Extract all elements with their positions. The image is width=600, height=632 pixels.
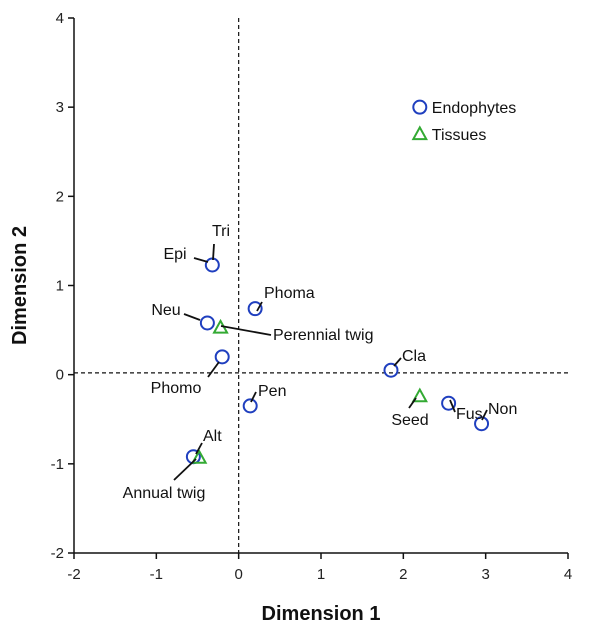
- point-pen-leader-line: [250, 391, 257, 403]
- data-points: [185, 257, 490, 465]
- point-alt-label: Alt: [203, 428, 222, 445]
- point-tri-marker: [204, 257, 220, 273]
- x-tick-label: 0: [234, 566, 242, 583]
- x-tick-label: 1: [317, 566, 325, 583]
- point-phoma-leader-line: [256, 301, 263, 312]
- legend-endophytes-marker: [412, 99, 428, 115]
- x-tick-label: 4: [564, 566, 572, 583]
- x-tick-label: -1: [150, 566, 163, 583]
- point-pen-label: Pen: [258, 383, 286, 400]
- y-tick-label: 4: [56, 10, 64, 27]
- point-epi-leader-line: [193, 257, 209, 263]
- y-tick-label: 1: [56, 278, 64, 295]
- point-perennial-twig-leader-line: [220, 325, 272, 336]
- x-axis-title: Dimension 1: [262, 603, 381, 625]
- point-seed-leader-line: [408, 397, 417, 409]
- point-seed-marker: [411, 387, 428, 403]
- point-perennial-twig-label: Perennial twig: [273, 327, 374, 344]
- point-phoma-marker: [247, 301, 263, 317]
- point-neu-label: Neu: [151, 302, 180, 319]
- point-neu-leader-line: [183, 313, 201, 321]
- point-phomo-marker: [214, 349, 230, 365]
- y-tick-label: 0: [56, 367, 64, 384]
- point-non-label: Non: [488, 401, 517, 418]
- point-cla-label: Cla: [402, 348, 426, 365]
- x-tick-label: 2: [399, 566, 407, 583]
- y-tick-label: -2: [51, 545, 64, 562]
- point-phoma-label: Phoma: [264, 285, 315, 302]
- point-neu-marker: [199, 315, 215, 331]
- legend-tissues-label: Tissues: [432, 127, 487, 144]
- point-fus-leader-line: [449, 399, 456, 413]
- point-phomo-label: Phomo: [151, 380, 202, 397]
- point-fus-label: Fus: [456, 406, 483, 423]
- point-labels: Tri Epi Phoma Neu Phomo Pen Alt Cla Fus Non Perenn…: [123, 223, 518, 502]
- point-cla-marker: [383, 362, 399, 378]
- legend: Endophytes Tissues: [411, 99, 517, 144]
- y-tick-label: -1: [51, 456, 64, 473]
- point-tri-label: Tri: [212, 223, 230, 240]
- point-pen-marker: [242, 398, 258, 414]
- point-annual-twig-label: Annual twig: [123, 485, 206, 502]
- point-epi-label: Epi: [163, 246, 186, 263]
- point-non-leader-line: [481, 409, 488, 421]
- point-alt-leader-line: [195, 442, 203, 455]
- x-tick-label: -2: [67, 566, 80, 583]
- point-annual-twig-marker: [190, 449, 208, 464]
- y-tick-label: 3: [56, 99, 64, 116]
- point-phomo-leader-line: [207, 361, 220, 378]
- legend-endophytes-label: Endophytes: [432, 100, 517, 117]
- y-tick-label: 2: [56, 188, 64, 205]
- ticks: -2 -1 0 1 2 3 4 -2 -1 0 1 2 3 4: [51, 10, 573, 583]
- point-fus-marker: [441, 395, 457, 411]
- x-tick-label: 3: [481, 566, 489, 583]
- point-annual-twig-leader-line: [173, 458, 197, 481]
- axes: [73, 18, 568, 554]
- point-non-marker: [474, 416, 490, 432]
- point-cla-leader-line: [393, 357, 402, 367]
- point-seed-label: Seed: [391, 412, 428, 429]
- legend-tissues-marker: [411, 125, 428, 141]
- point-tri-leader-line: [212, 243, 215, 261]
- y-axis-title: Dimension 2: [9, 226, 31, 345]
- reference-lines: [74, 18, 568, 553]
